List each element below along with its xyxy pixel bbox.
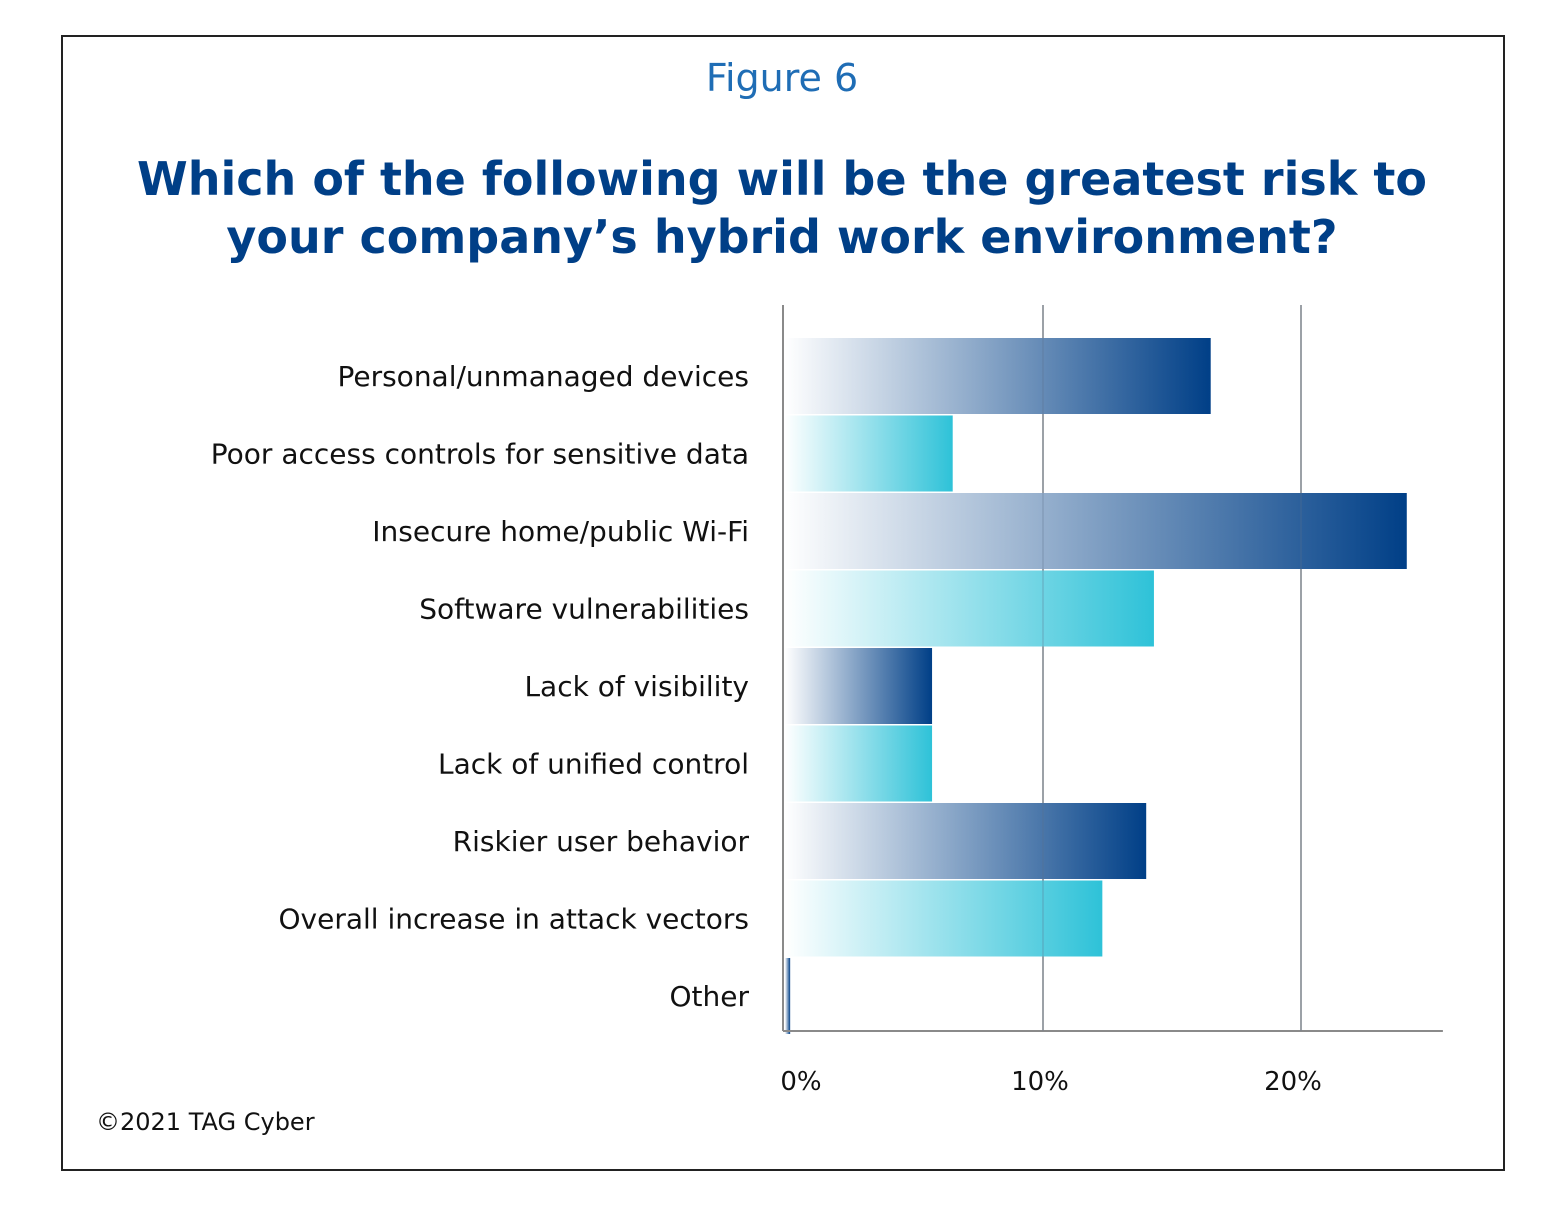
x-tick-label-2: 20% xyxy=(1264,1067,1322,1097)
chart-title-line-1: Which of the following will be the great… xyxy=(137,152,1427,206)
category-label-6: Lack of unified control xyxy=(438,748,749,781)
axes xyxy=(782,305,1443,1032)
x-tick-label-0: 0% xyxy=(780,1067,821,1097)
figure-label: Figure 6 xyxy=(705,56,859,100)
bar-2 xyxy=(785,415,953,492)
category-label-4: Software vulnerabilities xyxy=(419,593,749,626)
tick-labels: 0% 10% 20% xyxy=(780,1067,1322,1097)
bar-4 xyxy=(785,570,1154,647)
category-label-9: Other xyxy=(669,980,749,1013)
bars xyxy=(785,338,1407,1034)
bar-3 xyxy=(785,493,1407,569)
category-label-7: Riskier user behavior xyxy=(453,825,750,858)
category-labels: Personal/unmanaged devices Poor access co… xyxy=(211,360,750,1013)
category-label-1: Personal/unmanaged devices xyxy=(337,360,749,393)
x-tick-label-1: 10% xyxy=(1011,1067,1069,1097)
bar-5 xyxy=(785,648,933,724)
copyright: ©2021 TAG Cyber xyxy=(96,1108,315,1136)
category-label-2: Poor access controls for sensitive data xyxy=(211,438,749,471)
category-label-3: Insecure home/public Wi-Fi xyxy=(372,515,749,548)
bar-1 xyxy=(785,338,1211,414)
chart-title: Which of the following will be the great… xyxy=(80,150,1484,266)
bar-6 xyxy=(785,725,933,802)
bar-7 xyxy=(785,803,1147,879)
category-label-5: Lack of visibility xyxy=(524,670,749,703)
figure-frame xyxy=(61,35,1505,1171)
category-label-8: Overall increase in attack vectors xyxy=(279,903,750,936)
bar-9 xyxy=(785,958,791,1034)
bar-8 xyxy=(785,880,1103,957)
chart-title-line-2: your company’s hybrid work environment? xyxy=(226,210,1338,264)
